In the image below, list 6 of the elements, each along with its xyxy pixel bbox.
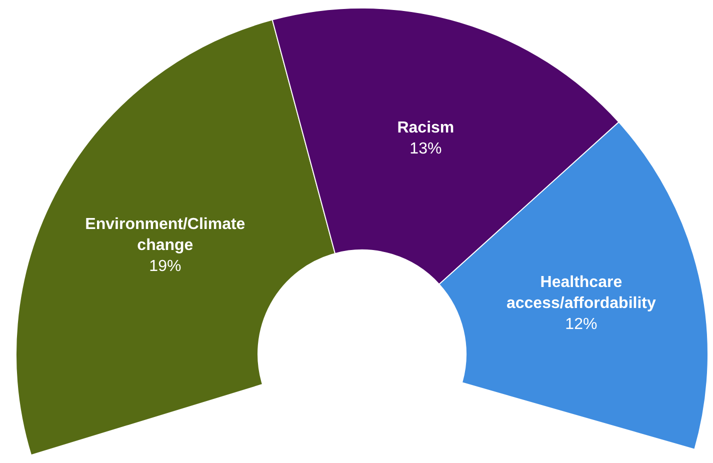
slice-label: Racism <box>397 120 454 137</box>
slice-label: Healthcare access/affordability <box>506 274 656 312</box>
data-label: 12% <box>565 316 598 334</box>
data-label: 19% <box>149 258 182 275</box>
data-label: 13% <box>410 140 442 158</box>
slice-label: Environment/Climate change <box>85 216 246 254</box>
